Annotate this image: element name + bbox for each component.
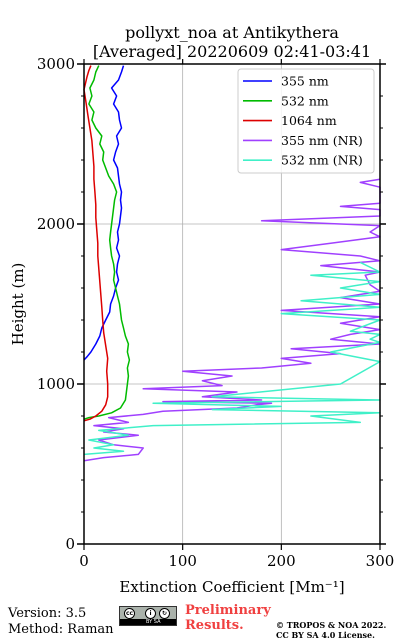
x-tick-label: 0 [79, 552, 89, 570]
plot-frame [83, 63, 381, 545]
sa-icon: ↻ [159, 608, 170, 619]
version-text: Version: 3.5 [8, 606, 87, 621]
method-text: Method: Raman [8, 622, 114, 637]
legend-label-2: 1064 nm [281, 113, 337, 128]
y-tick-label: 2000 [37, 215, 75, 233]
series-line-0 [83, 65, 125, 361]
legend-box [237, 68, 375, 174]
by-icon: i [145, 608, 156, 619]
legend: 355 nm 532 nm 1064 nm 355 nm (NR) 532 nm (NR… [237, 68, 375, 174]
copyright-line1: © TROPOS & NOA 2022. [276, 620, 387, 630]
data-lines [83, 65, 381, 462]
y-tick-label: 1000 [37, 375, 75, 393]
legend-label-3: 355 nm (NR) [281, 133, 363, 148]
legend-label-1: 532 nm [281, 93, 329, 108]
x-axis-label: Extinction Coefficient [Mm⁻¹] [119, 578, 344, 596]
x-tick-label: 100 [168, 552, 197, 570]
series-line-1 [83, 65, 131, 420]
copyright-text: © TROPOS & NOA 2022. CC BY SA 4.0 Licens… [276, 620, 400, 640]
legend-label-0: 355 nm [281, 74, 329, 89]
series-line-4 [83, 261, 381, 456]
copyright-line2: CC BY SA 4.0 License. [276, 630, 375, 640]
extinction-chart: pollyxt_noa at Antikythera [Averaged] 20… [9, 23, 395, 596]
x-tick-label: 200 [267, 552, 296, 570]
series-line-2 [83, 65, 109, 422]
cc-badge-text: BY SA [146, 619, 161, 625]
legend-label-4: 532 nm (NR) [281, 153, 363, 168]
cc-icon: cc [124, 608, 135, 619]
x-tick-label: 300 [366, 552, 395, 570]
y-tick-label: 3000 [37, 55, 75, 73]
y-axis-label: Height (m) [9, 263, 27, 346]
series-line-3 [83, 178, 381, 462]
cc-license-badge: cc i ↻ BY SA [119, 606, 177, 626]
chart-title-line1: pollyxt_noa at Antikythera [125, 23, 339, 42]
preliminary-results: Preliminary Results. [185, 603, 271, 633]
chart-title-line2: [Averaged] 20220609 02:41-03:41 [93, 42, 371, 61]
y-tick-label: 0 [65, 535, 75, 553]
